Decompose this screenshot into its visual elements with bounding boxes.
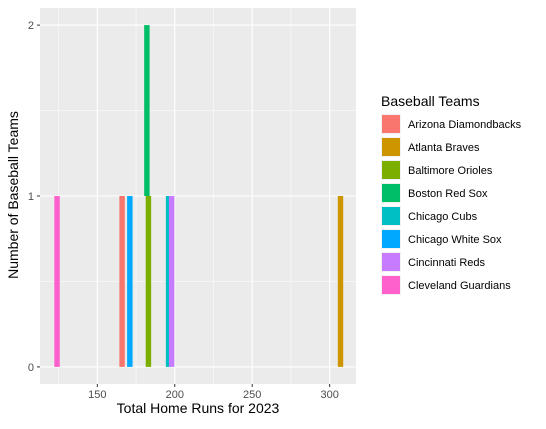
- bar-baltimore-orioles: [145, 196, 152, 367]
- legend-label: Chicago White Sox: [408, 234, 502, 246]
- legend-swatch: [382, 253, 400, 271]
- bar-arizona-diamondbacks: [119, 196, 125, 367]
- legend-swatch: [382, 161, 400, 179]
- legend-label: Atlanta Braves: [408, 142, 480, 154]
- bar-chicago-white-sox: [127, 196, 133, 367]
- legend-swatch: [382, 207, 400, 225]
- bar-atlanta-braves: [337, 196, 344, 367]
- legend-title: Baseball Teams: [381, 93, 480, 109]
- x-axis: 150 200 250 300: [88, 384, 339, 401]
- legend-label: Cincinnati Reds: [408, 257, 486, 269]
- bar-cleveland-guardians: [54, 196, 60, 367]
- bars: [54, 25, 344, 367]
- bar-cincinnati-reds: [168, 196, 175, 367]
- legend-label: Boston Red Sox: [408, 188, 488, 200]
- y-tick-label: 2: [28, 20, 34, 32]
- legend-swatch: [382, 138, 400, 156]
- grid-major: [40, 8, 356, 384]
- y-axis-label: Number of Baseball Teams: [5, 111, 21, 279]
- legend-swatch: [382, 276, 400, 294]
- x-tick-label: 150: [88, 389, 106, 401]
- legend-label: Arizona Diamondbacks: [408, 119, 522, 131]
- bar-chicago-cubs: [165, 196, 172, 367]
- x-tick-label: 200: [166, 389, 184, 401]
- legend: Baseball Teams Arizona Diamondbacks Atlan…: [381, 93, 522, 295]
- legend-swatch: [382, 184, 400, 202]
- legend-swatch: [382, 230, 400, 248]
- legend-label: Cleveland Guardians: [408, 280, 511, 292]
- x-tick-label: 250: [243, 389, 261, 401]
- legend-swatch: [382, 115, 400, 133]
- legend-entries: Arizona Diamondbacks Atlanta Braves Baltim…: [381, 114, 522, 295]
- x-axis-label: Total Home Runs for 2023: [117, 400, 280, 416]
- legend-label: Chicago Cubs: [408, 211, 478, 223]
- y-tick-label: 1: [28, 191, 34, 203]
- y-axis: 0 1 2: [28, 20, 40, 374]
- y-tick-label: 0: [28, 362, 34, 374]
- legend-label: Baltimore Orioles: [408, 165, 493, 177]
- x-tick-label: 300: [320, 389, 338, 401]
- bar-boston-red-sox: [144, 25, 150, 196]
